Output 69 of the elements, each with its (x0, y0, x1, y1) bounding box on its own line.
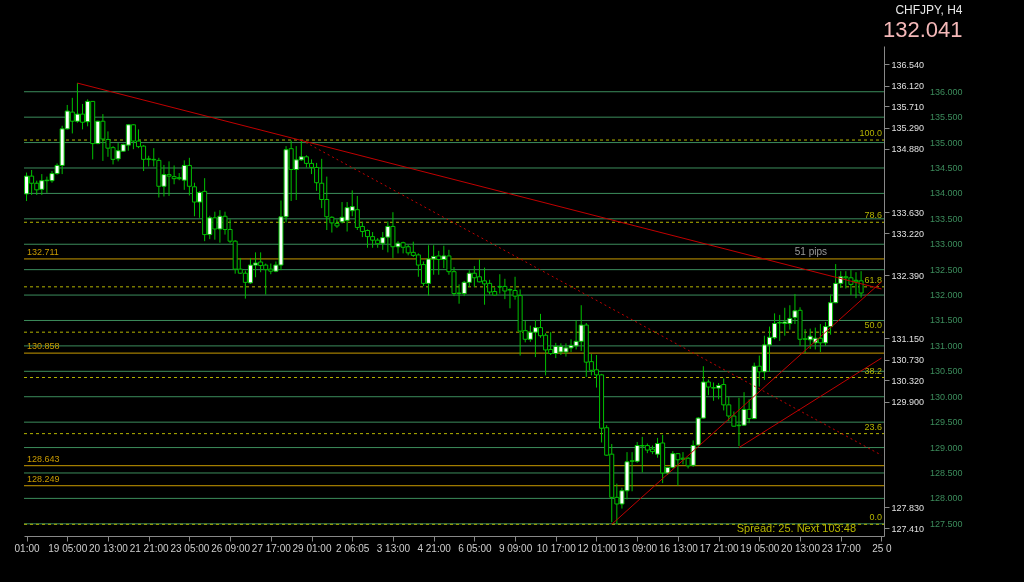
text: CHFJPY, H4 (895, 3, 963, 17)
x-tick-label: 3 13:00 (376, 542, 411, 554)
x-tick-label: 12 01:00 (577, 542, 617, 554)
ref-line-label: 128.643 (27, 453, 60, 464)
y-tick-label: 136.120 (891, 81, 925, 92)
y-tick-label: 130.320 (891, 375, 925, 386)
ref-line-label: 128.000 (930, 493, 963, 504)
x-tick-label: 4 21:00 (417, 542, 452, 554)
x-tick-label: 16 13:00 (658, 542, 699, 554)
ref-line-label: 129.500 (930, 417, 963, 428)
x-tick-label: 2 06:05 (336, 542, 370, 554)
ref-line-label: 135.000 (930, 137, 963, 148)
x-tick-label: 01:00 (14, 542, 40, 554)
y-tick-label: 136.540 (891, 59, 925, 70)
y-tick-label: 129.900 (891, 397, 925, 408)
ref-line-label: 0.0 (869, 512, 882, 523)
ref-line-label: 127.500 (930, 518, 963, 529)
ref-line-label: 128.249 (27, 473, 60, 484)
ref-line-label: 132.500 (930, 264, 963, 275)
x-tick-label: 6 05:00 (458, 542, 492, 554)
ref-line-label: 133.000 (930, 239, 963, 250)
y-tick-label: 133.630 (891, 207, 925, 218)
ref-line-label: 133.500 (930, 213, 963, 224)
x-tick-label: 20 13:00 (89, 542, 129, 554)
ref-line-label: 61.8 (864, 274, 882, 285)
x-tick-label: 17 21:00 (699, 542, 740, 554)
ref-line-label: 50.0 (864, 320, 882, 331)
x-tick-label: 26 09:00 (211, 542, 251, 554)
x-tick-label: 19 05:00 (48, 542, 88, 554)
x-tick-label: 20 13:00 (781, 542, 821, 554)
x-tick-label: 13 09:00 (618, 542, 658, 554)
y-tick-label: 131.150 (891, 333, 925, 344)
x-tick-label: 19 05:00 (740, 542, 780, 554)
ref-line-label: 130.858 (27, 341, 60, 352)
ref-line-label: 132.000 (930, 290, 963, 301)
x-tick-label: 10 17:00 (536, 542, 577, 554)
x-tick-label: 23 05:00 (170, 542, 210, 554)
y-tick-label: 135.710 (891, 101, 925, 112)
ref-line-label: 136.000 (930, 86, 963, 97)
x-tick-label: 29 01:00 (292, 542, 332, 554)
ref-line-label: 131.500 (930, 315, 963, 326)
y-tick-label: 127.830 (891, 502, 925, 513)
ref-line-label: 131.000 (930, 340, 963, 351)
ref-line-label: 130.000 (930, 391, 963, 402)
x-tick-label: 27 17:00 (251, 542, 292, 554)
ref-line-label: 78.6 (864, 210, 882, 221)
x-tick-label: 25 0 (872, 542, 893, 554)
chart-subtitle: 132.041 (883, 17, 963, 42)
y-tick-label: 133.220 (891, 228, 925, 239)
x-tick-label: 21 21:00 (129, 542, 170, 554)
ref-line-label: 23.6 (864, 421, 882, 432)
y-tick-label: 132.390 (891, 270, 925, 281)
ref-line-label: 100.0 (859, 128, 882, 139)
ref-line-label: 128.500 (930, 467, 963, 478)
x-tick-label: 9 09:00 (498, 542, 533, 554)
annotation: 51 pips (794, 245, 828, 257)
y-tick-label: 134.880 (891, 144, 925, 155)
ref-line-label: 134.000 (930, 188, 963, 199)
x-tick-label: 23 17:00 (821, 542, 862, 554)
ref-line-label: 132.711 (27, 246, 59, 257)
ref-line-label: 134.500 (930, 162, 963, 173)
ref-line-label: 130.500 (930, 366, 963, 377)
ref-line-label: 129.000 (930, 442, 963, 453)
candlestick (24, 172, 30, 202)
annotation: Spread: 25. Next 103:48 (736, 522, 856, 534)
y-tick-label: 130.730 (891, 355, 925, 366)
y-tick-label: 127.410 (891, 523, 925, 534)
y-tick-label: 135.290 (891, 123, 925, 134)
ref-line-label: 135.500 (930, 112, 963, 123)
